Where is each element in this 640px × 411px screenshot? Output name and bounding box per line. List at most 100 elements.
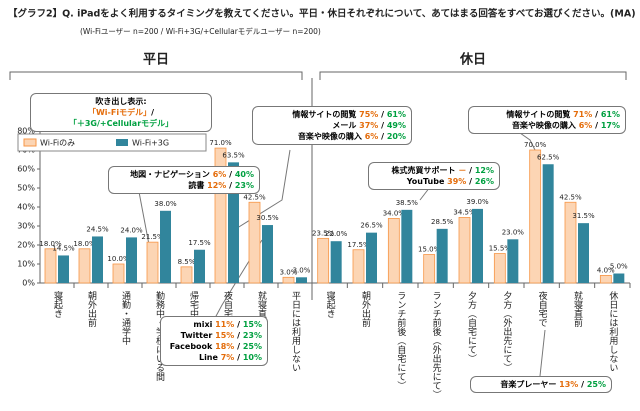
x-tick-label: 平日には利用しない bbox=[290, 291, 301, 372]
callout-label: Facebook bbox=[169, 342, 213, 351]
value-label: 18.0% bbox=[73, 240, 96, 248]
callout-label: 情報サイトの閲覧 bbox=[506, 110, 571, 119]
callout-label: 地図・ナビゲーション bbox=[130, 170, 210, 179]
separator: / bbox=[151, 108, 154, 117]
value-label: 26.5% bbox=[360, 222, 383, 230]
separator: / bbox=[381, 121, 385, 130]
callout-value: 11% bbox=[215, 320, 235, 329]
callout-value: 10% bbox=[242, 353, 262, 362]
chart-subtitle: (Wi-Fiユーザー n=200 / Wi-Fi+3G/+Cellularモデル… bbox=[80, 26, 321, 36]
value-label: 21.5% bbox=[141, 233, 164, 241]
x-tick-label: 寝起き bbox=[52, 290, 63, 318]
callout-value: 13% bbox=[559, 380, 579, 389]
callout: 吹き出し表示: 「Wi-Fiモデル」/ 「＋3G/+Cellularモデル」 bbox=[30, 93, 212, 132]
legend-label: Wi-Fiのみ bbox=[40, 139, 75, 148]
callout-value: 23% bbox=[242, 331, 262, 340]
bar bbox=[401, 209, 413, 283]
y-tick-label: 10% bbox=[17, 260, 35, 269]
pointer bbox=[539, 329, 546, 377]
callout-label: 音楽プレーヤー bbox=[500, 380, 557, 389]
value-label: 4.0% bbox=[597, 266, 615, 274]
bar bbox=[599, 274, 612, 284]
value-label: 10.0% bbox=[107, 255, 130, 263]
x-tick-label: 勤務中・学校にいる間 bbox=[154, 290, 165, 382]
bar bbox=[472, 208, 483, 283]
callout-value: 6% bbox=[578, 121, 593, 130]
callout-value: 12% bbox=[474, 166, 494, 175]
callout-value: 75% bbox=[359, 110, 379, 119]
x-tick-label: 夕方（自宅にて） bbox=[466, 290, 477, 363]
separator: / bbox=[595, 110, 599, 119]
callout-value: 7% bbox=[220, 353, 235, 362]
callout-value: 17% bbox=[600, 121, 620, 130]
bar bbox=[493, 253, 506, 284]
value-label: 3.0% bbox=[293, 266, 311, 274]
separator: / bbox=[229, 170, 233, 179]
callout-value: 25% bbox=[242, 342, 262, 351]
callout-value: 39% bbox=[447, 177, 467, 186]
bar bbox=[436, 228, 448, 283]
bar bbox=[44, 248, 57, 284]
value-label: 18.0% bbox=[39, 240, 62, 248]
legend-box bbox=[17, 133, 207, 152]
group-bracket bbox=[319, 71, 627, 80]
callout-value: 23% bbox=[234, 181, 254, 190]
callout-label: mixi bbox=[193, 320, 213, 329]
callout-value: － bbox=[458, 166, 467, 175]
callout-value: 61% bbox=[600, 110, 620, 119]
separator: / bbox=[237, 331, 241, 340]
callout: 株式売買サポート － / 12% YouTube 39% / 26% bbox=[368, 162, 500, 190]
callout: 地図・ナビゲーション 6% / 40% 読書 12% / 23% bbox=[108, 166, 260, 194]
x-tick-label: ランチ前後（自宅にて） bbox=[395, 291, 406, 390]
callout-value: 26% bbox=[474, 177, 494, 186]
value-label: 42.5% bbox=[243, 193, 266, 201]
callout-value: 6% bbox=[364, 132, 379, 141]
y-tick-label: 40% bbox=[17, 203, 35, 212]
bar bbox=[296, 277, 307, 283]
callout-title: 吹き出し表示: bbox=[95, 97, 147, 106]
value-label: 17.5% bbox=[347, 241, 370, 249]
callout-label: メール bbox=[332, 121, 357, 130]
value-label: 34.5% bbox=[453, 208, 476, 216]
separator: / bbox=[237, 342, 241, 351]
bar bbox=[366, 232, 377, 283]
bar bbox=[507, 239, 519, 283]
callout-label: 情報サイトの閲覧 bbox=[292, 110, 357, 119]
bar bbox=[317, 237, 330, 284]
value-label: 39.0% bbox=[466, 198, 489, 206]
callout-value: 37% bbox=[359, 121, 379, 130]
callout-value: 18% bbox=[215, 342, 235, 351]
legend-swatch bbox=[116, 139, 128, 146]
x-tick-label: 就寝直前 bbox=[256, 290, 267, 328]
x-tick-label: 夜自宅で bbox=[222, 290, 233, 327]
y-tick-label: 30% bbox=[17, 222, 35, 231]
bar bbox=[613, 273, 625, 283]
value-label: 71.0% bbox=[209, 139, 232, 147]
value-label: 38.0% bbox=[154, 200, 177, 208]
value-label: 5.0% bbox=[610, 263, 628, 271]
separator: / bbox=[229, 181, 233, 190]
value-label: 23.5% bbox=[312, 229, 335, 237]
value-label: 34.0% bbox=[383, 209, 406, 217]
value-label: 42.5% bbox=[559, 193, 582, 201]
separator: / bbox=[595, 121, 599, 130]
value-label: 23.0% bbox=[502, 228, 525, 236]
separator: / bbox=[237, 320, 241, 329]
bar bbox=[387, 217, 400, 284]
value-label: 14.5% bbox=[52, 244, 75, 252]
bar bbox=[58, 255, 69, 283]
value-label: 3.0% bbox=[280, 268, 298, 276]
bar bbox=[126, 237, 137, 283]
callout-label: Twitter bbox=[180, 331, 213, 340]
callout-label: 音楽や映像の購入 bbox=[511, 121, 576, 130]
x-tick-label: 就寝直前 bbox=[572, 290, 583, 328]
x-tick-label: 帰宅中 bbox=[188, 290, 199, 319]
callout-label: 株式売買サポート bbox=[391, 166, 456, 175]
value-label: 24.0% bbox=[120, 226, 143, 234]
value-label: 62.5% bbox=[537, 153, 560, 161]
separator: / bbox=[469, 166, 473, 175]
callout-key: 「＋3G/+Cellularモデル」 bbox=[68, 119, 174, 128]
group-bracket bbox=[9, 71, 303, 80]
callout: 情報サイトの閲覧 75% / 61% メール 37% / 49% 音楽や映像の購入 … bbox=[252, 106, 412, 145]
separator: / bbox=[237, 353, 241, 362]
